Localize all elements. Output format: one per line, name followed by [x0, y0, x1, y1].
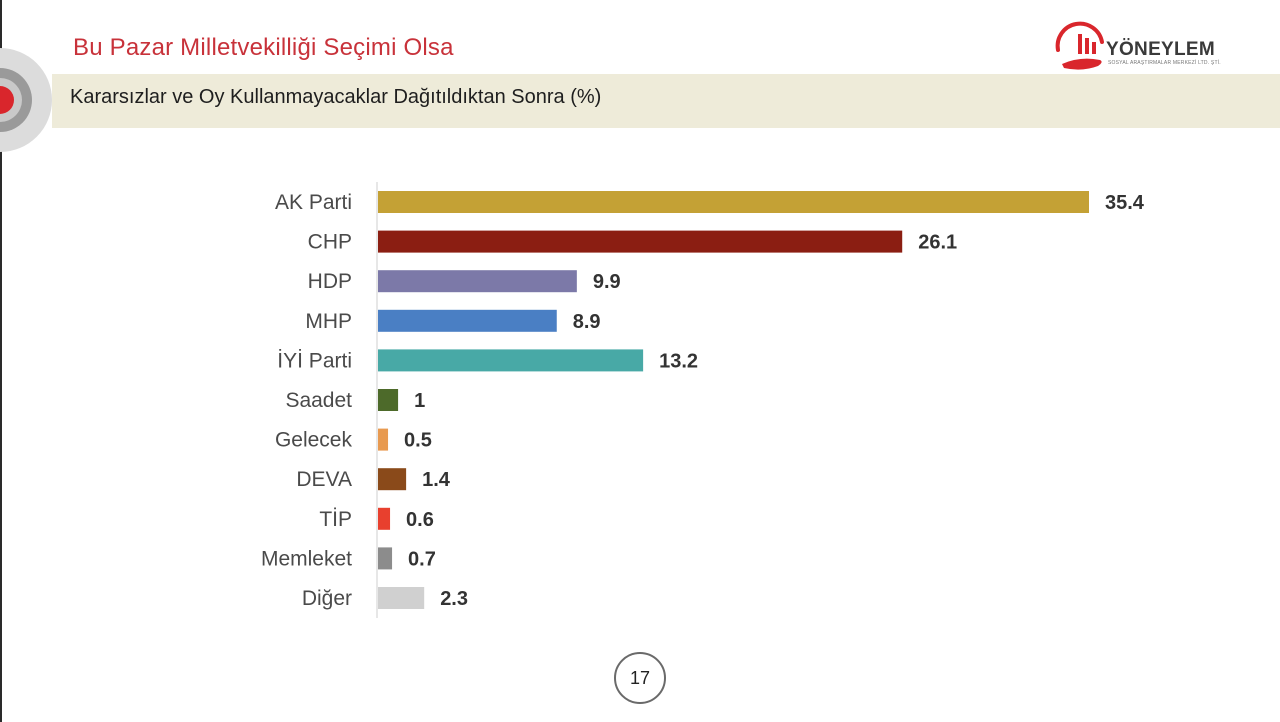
data-label: 26.1	[918, 232, 957, 254]
bar	[378, 468, 407, 491]
data-label: 13.2	[659, 350, 698, 372]
page-number-badge	[614, 652, 666, 704]
logo-tagline: SOSYAL ARAŞTIRMALAR MERKEZİ LTD. ŞTİ.	[1108, 60, 1221, 66]
category-label: CHP	[308, 231, 352, 254]
data-label: 1	[414, 390, 425, 412]
data-label: 1.4	[422, 469, 451, 491]
category-label: AK Parti	[275, 191, 352, 214]
data-label: 0.5	[404, 430, 432, 452]
subtitle-band	[52, 74, 1280, 128]
bar	[378, 587, 425, 609]
decorative-red-dot	[0, 86, 14, 114]
bar	[378, 547, 393, 570]
category-label: Diğer	[302, 587, 352, 610]
data-label: 9.9	[593, 271, 621, 293]
bar	[378, 230, 903, 253]
yoneylem-logo-icon	[1055, 21, 1104, 70]
category-label: İYİ Parti	[277, 349, 352, 372]
bar	[378, 270, 577, 293]
category-label: Saadet	[285, 389, 352, 412]
bar	[378, 507, 391, 530]
data-label: 0.7	[408, 548, 436, 570]
page-number: 17	[629, 668, 651, 688]
bar	[378, 428, 389, 451]
category-label: Memleket	[261, 547, 352, 570]
category-label: TİP	[319, 508, 352, 531]
bar	[378, 349, 644, 372]
page-title: Bu Pazar Milletvekilliği Seçimi Olsa	[73, 34, 454, 61]
category-label: DEVA	[296, 468, 352, 491]
logo-wordmark: YÖNEYLEM	[1106, 39, 1216, 60]
data-label: 35.4	[1105, 192, 1145, 214]
category-label: Gelecek	[275, 429, 353, 452]
bar	[378, 309, 557, 332]
category-label: HDP	[308, 270, 352, 293]
data-label: 8.9	[573, 311, 601, 333]
data-label: 0.6	[406, 509, 434, 531]
data-label: 2.3	[440, 588, 468, 610]
bar	[378, 191, 1089, 213]
page-subtitle: Kararsızlar ve Oy Kullanmayacaklar Dağıt…	[70, 86, 602, 108]
left-edge-line	[0, 0, 2, 722]
category-label: MHP	[305, 310, 352, 333]
bar	[378, 389, 399, 411]
